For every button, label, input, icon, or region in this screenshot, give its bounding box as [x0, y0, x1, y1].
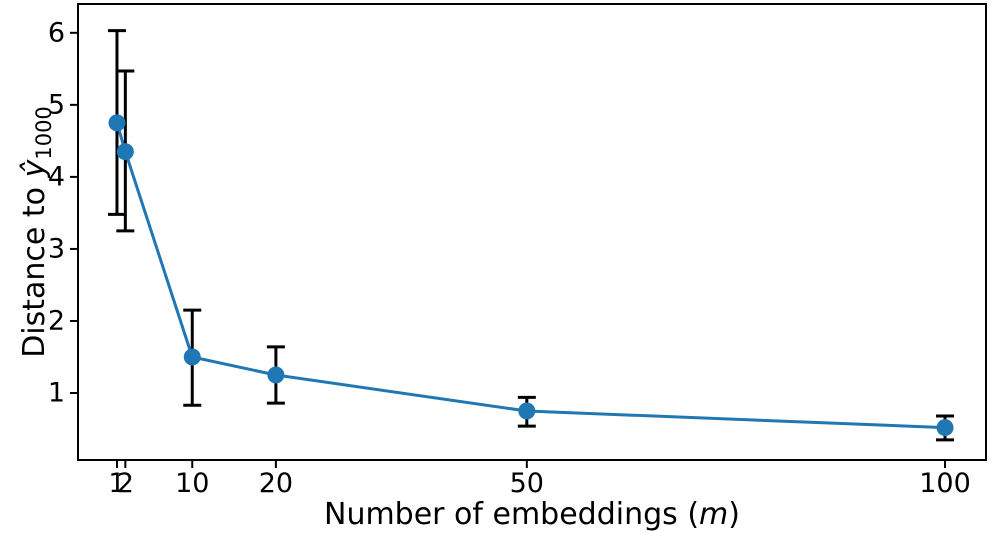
data-point	[518, 402, 536, 420]
y-tick-label: 6	[48, 17, 65, 48]
y-tick-label: 4	[48, 161, 65, 192]
data-point	[936, 419, 954, 437]
x-axis-label: Number of embeddings (m)	[324, 497, 740, 532]
y-tick-label: 3	[48, 233, 65, 264]
y-axis-label: Distance to ŷ1000	[17, 106, 56, 358]
plot-border	[77, 3, 987, 461]
x-tick-label: 10	[175, 468, 209, 499]
x-tick-label: 2	[117, 468, 134, 499]
data-point	[108, 114, 126, 132]
x-tick-label: 50	[510, 468, 544, 499]
x-tick-label: 100	[919, 468, 971, 499]
data-point	[267, 366, 285, 384]
data-line	[115, 121, 947, 430]
y-tick-label: 2	[48, 305, 65, 336]
y-tick-label: 1	[48, 378, 65, 409]
x-tick-label: 20	[259, 468, 293, 499]
data-point	[116, 143, 134, 161]
x-tick-label: 1	[108, 468, 125, 499]
y-tick-label: 5	[48, 89, 65, 120]
data-point	[183, 348, 201, 366]
